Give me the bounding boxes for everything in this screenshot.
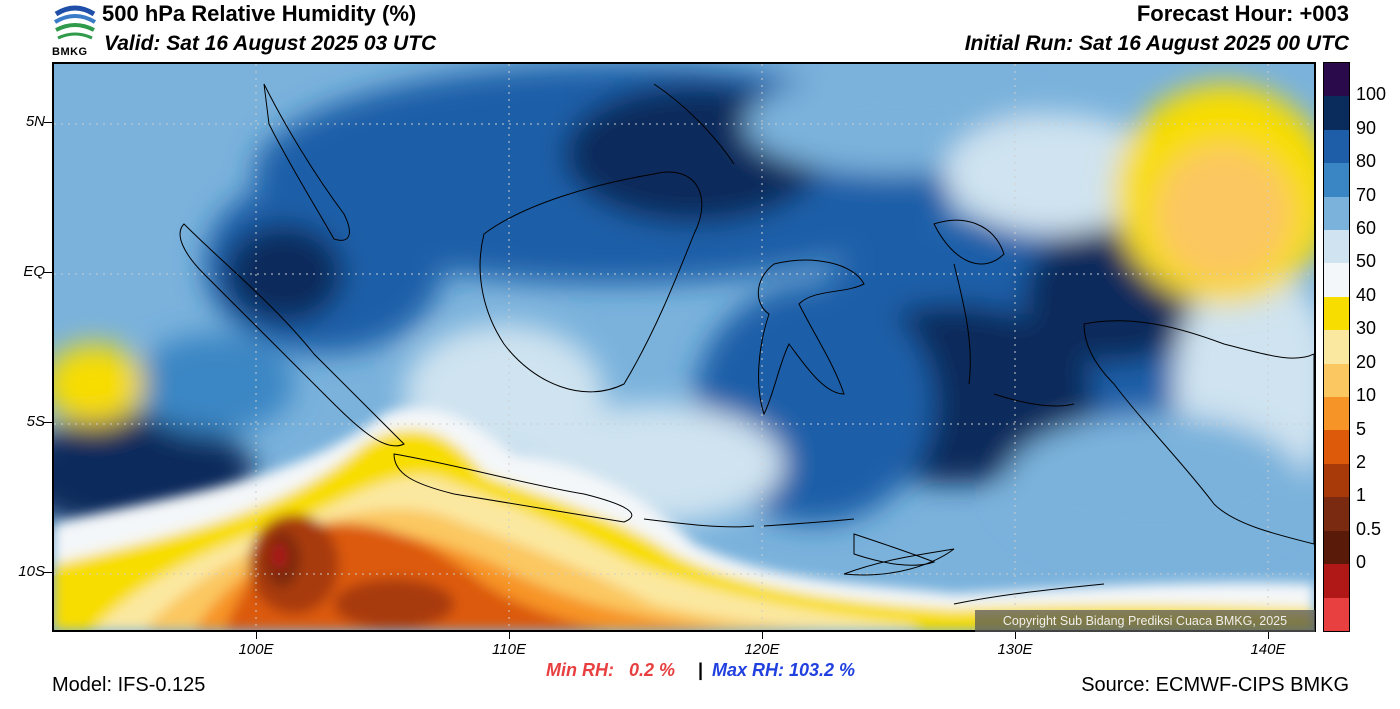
- colorbar-label: 50: [1356, 251, 1377, 272]
- lon-tick: [509, 632, 510, 639]
- rh-field-blobs: [54, 64, 1314, 554]
- bmkg-logo: [52, 0, 98, 62]
- colorbar-segment: [1324, 63, 1349, 97]
- colorbar-segment: [1324, 430, 1349, 464]
- colorbar-label: 80: [1356, 151, 1377, 172]
- colorbar-label: 90: [1356, 117, 1377, 138]
- colorbar-segment: [1324, 463, 1349, 498]
- min-rh: Min RH: 0.2 %: [546, 660, 676, 680]
- colorbar-label: 20: [1356, 351, 1377, 372]
- forecast-hour: Forecast Hour: +003: [1136, 1, 1349, 26]
- humidity-map: [52, 62, 1316, 632]
- lat-label: 5N: [25, 113, 45, 130]
- lat-tick: [44, 422, 52, 423]
- lon-tick: [1015, 632, 1016, 639]
- colorbar-segment: [1324, 564, 1349, 598]
- rh-separator: |: [698, 660, 704, 680]
- colorbar-label: 0: [1356, 552, 1367, 573]
- map-gridlines: [54, 64, 1314, 630]
- colorbar-label: 5: [1356, 418, 1367, 439]
- colorbar-segment: [1324, 330, 1349, 364]
- colorbar-label: 100: [1356, 84, 1387, 105]
- lon-tick: [762, 632, 763, 639]
- lon-tick: [256, 632, 257, 639]
- colorbar-segment: [1324, 497, 1349, 531]
- colorbar-label: 1: [1356, 485, 1367, 506]
- lat-label: EQ: [23, 263, 45, 280]
- lat-label: 5S: [26, 413, 45, 430]
- lon-label: 130E: [997, 641, 1033, 658]
- colorbar-segment: [1324, 96, 1349, 130]
- lon-label: 100E: [238, 641, 274, 658]
- valid-time: Valid: Sat 16 August 2025 03 UTC: [104, 32, 437, 55]
- colorbar-label: 30: [1356, 318, 1377, 339]
- data-source: Source: ECMWF-CIPS BMKG: [1081, 674, 1349, 696]
- initial-run: Initial Run: Sat 16 August 2025 00 UTC: [964, 32, 1349, 55]
- lon-label: 140E: [1250, 641, 1286, 658]
- colorbar-label: 70: [1356, 184, 1377, 205]
- colorbar-segment: [1324, 597, 1349, 631]
- max-rh: Max RH: 103.2 %: [712, 660, 856, 680]
- colorbar-label: 10: [1356, 385, 1377, 406]
- colorbar-segment: [1324, 230, 1349, 264]
- colorbar-segment: [1324, 163, 1349, 197]
- colorbar: [1323, 62, 1350, 632]
- colorbar-segment: [1324, 363, 1349, 398]
- copyright-notice: Copyright Sub Bidang Prediksi Cuaca BMKG…: [975, 610, 1315, 632]
- colorbar-segment: [1324, 263, 1349, 297]
- colorbar-segment: [1324, 129, 1349, 164]
- lon-label: 120E: [744, 641, 780, 658]
- colorbar-segment: [1324, 296, 1349, 331]
- coastlines: [179, 83, 1314, 605]
- colorbar-label: 40: [1356, 284, 1377, 305]
- colorbar-label: 0.5: [1356, 518, 1382, 539]
- lat-tick: [44, 272, 52, 273]
- colorbar-label: 60: [1356, 218, 1377, 239]
- colorbar-segment: [1324, 196, 1349, 231]
- lat-label: 10S: [18, 563, 45, 580]
- logo-text: BMKG: [52, 46, 88, 58]
- map-title: 500 hPa Relative Humidity (%): [102, 1, 417, 26]
- colorbar-segment: [1324, 530, 1349, 565]
- colorbar-label: 2: [1356, 451, 1367, 472]
- colorbar-segment: [1324, 397, 1349, 431]
- lat-tick: [44, 122, 52, 123]
- model-name: Model: IFS-0.125: [52, 674, 206, 696]
- lon-tick: [1268, 632, 1269, 639]
- lon-label: 110E: [492, 641, 526, 658]
- lat-tick: [44, 572, 52, 573]
